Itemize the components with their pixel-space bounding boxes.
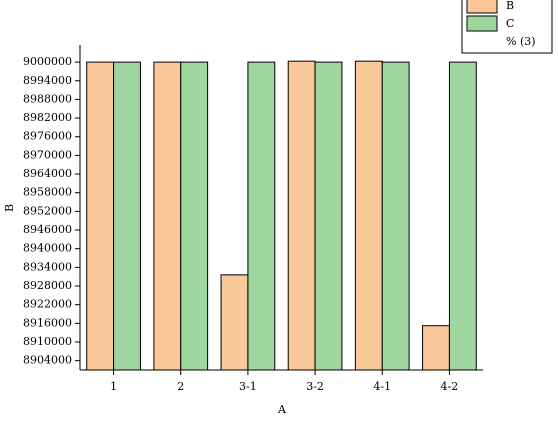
y-tick-label: 8970000 <box>23 148 72 161</box>
legend-note: % (3) <box>506 35 536 48</box>
bar <box>153 61 182 371</box>
bar <box>381 61 410 371</box>
x-tick-label: 3-1 <box>239 380 257 393</box>
y-tick-label: 8904000 <box>23 354 72 367</box>
x-tick-label: 4-2 <box>441 380 459 393</box>
bar <box>247 61 276 371</box>
y-tick-label: 8934000 <box>23 260 72 273</box>
y-tick-label: 8922000 <box>23 298 72 311</box>
y-tick-label: 8946000 <box>23 223 72 236</box>
x-tick-label: 4-1 <box>373 380 391 393</box>
bar <box>86 61 115 371</box>
y-tick-label: 8910000 <box>23 335 72 348</box>
x-tick-label: 2 <box>177 380 184 393</box>
y-tick-label: 8994000 <box>23 74 72 87</box>
bar <box>220 274 249 371</box>
y-tick-label: 8988000 <box>23 92 72 105</box>
x-tick-label: 1 <box>110 380 117 393</box>
y-axis-label: B <box>3 204 16 212</box>
y-tick-label: 8958000 <box>23 186 72 199</box>
bar <box>113 61 141 371</box>
y-tick-label: 8976000 <box>23 130 72 143</box>
y-tick-label: 8916000 <box>23 316 72 329</box>
legend-swatch <box>466 15 498 32</box>
y-tick-label: 8952000 <box>23 204 72 217</box>
bar <box>448 61 477 371</box>
x-tick-label: 3-2 <box>306 380 324 393</box>
y-tick-label: 9000000 <box>23 55 72 68</box>
bar <box>314 61 343 371</box>
y-tick-label: 8940000 <box>23 242 72 255</box>
bar <box>287 60 316 371</box>
y-tick-label: 8982000 <box>23 111 72 124</box>
y-tick-label: 8964000 <box>23 167 72 180</box>
bar <box>422 325 450 371</box>
bar <box>354 60 383 371</box>
legend-label: B <box>506 0 514 12</box>
bar <box>180 61 209 371</box>
x-axis-label: A <box>277 403 287 416</box>
y-tick-label: 8928000 <box>23 279 72 292</box>
legend-label: C <box>506 17 514 30</box>
legend-swatch <box>466 0 498 14</box>
